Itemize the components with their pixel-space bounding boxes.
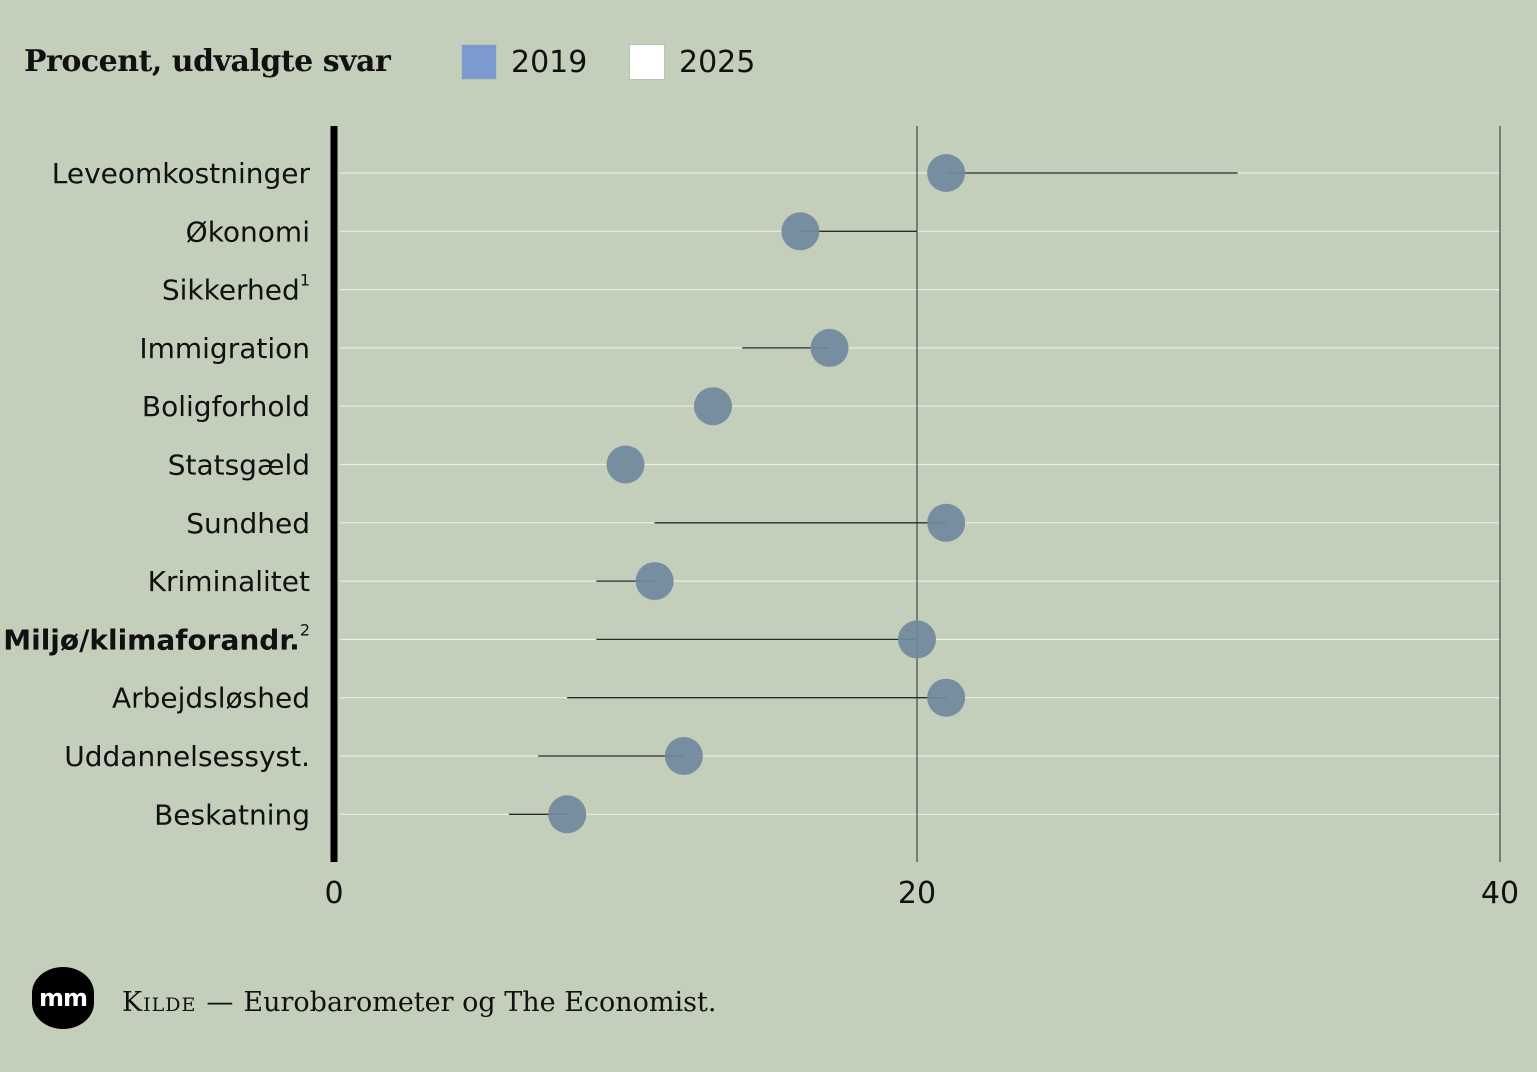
legend-item-2019: 2019 (461, 42, 587, 82)
source-note: Kilde — Eurobarometer og The Economist. (122, 987, 716, 1018)
category-label: Beskatning (154, 798, 310, 831)
category-label: Uddannelsessyst. (64, 740, 310, 773)
data-point-2025 (606, 445, 645, 484)
category-label: Immigration (139, 332, 310, 365)
category-label: Miljø/klimaforandr.2 (3, 620, 310, 656)
legend-swatch-2025 (629, 44, 665, 80)
category-label: Kriminalitet (148, 565, 310, 598)
chart-header: Procent, udvalgte svar 2019 2025 (24, 40, 924, 88)
category-label: Sundhed (186, 507, 310, 540)
legend-item-2025: 2025 (629, 42, 755, 82)
data-point-2025 (664, 737, 703, 775)
source-text: Eurobarometer og The Economist. (243, 987, 717, 1018)
chart-title: Procent, udvalgte svar (24, 44, 391, 79)
category-label: Sikkerhed1 (162, 271, 310, 307)
data-point-2025 (548, 795, 587, 834)
category-label: Leveomkostninger (52, 157, 311, 190)
source-separator: — (206, 987, 234, 1018)
category-label: Boligforhold (142, 390, 310, 423)
x-tick-label: 0 (324, 876, 343, 911)
brand-logo: mm (32, 967, 94, 1029)
chart-footer: mm Kilde — Eurobarometer og The Economist. (32, 967, 932, 1031)
data-point-2025 (810, 328, 849, 367)
category-label: Økonomi (186, 215, 310, 248)
category-label: Statsgæld (168, 449, 310, 482)
data-point-2025 (927, 503, 966, 542)
data-point-2025 (635, 562, 674, 601)
data-point-2025 (927, 678, 966, 717)
data-point-2025 (781, 212, 820, 251)
legend-swatch-2019 (461, 44, 497, 80)
x-tick-label: 40 (1481, 876, 1519, 911)
legend-label-2019: 2019 (511, 44, 588, 80)
data-point-2025 (927, 154, 966, 192)
data-point-2025 (693, 387, 732, 426)
category-label: Arbejdsløshed (112, 682, 310, 715)
source-label: Kilde (122, 987, 197, 1018)
dot-plot-chart: 0 20 40 Leveomkostninger Økonomi Sikkerhed1 Im… (3, 126, 1519, 911)
legend-label-2025: 2025 (679, 44, 756, 80)
data-point-2025 (898, 620, 936, 659)
x-tick-label: 20 (898, 876, 936, 911)
